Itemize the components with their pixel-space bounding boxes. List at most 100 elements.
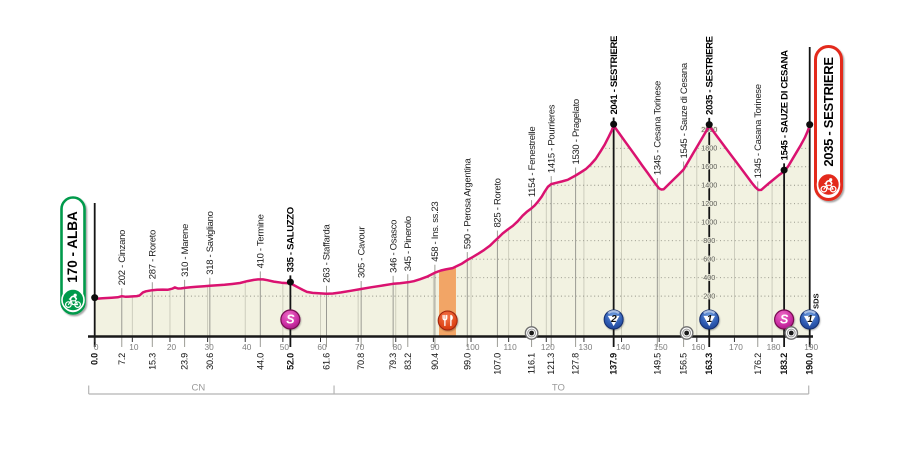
start-cyclist-badge [61,288,85,312]
elevation-axis-layer: 200 400 600 800 1000 1200 1400 1600 1800 2000 [700,124,718,301]
fork-icon [442,314,448,327]
elevation-tick-label: 1200 [701,199,717,208]
elevation-tick-label: 600 [703,255,715,264]
town-label-Perosa Argentina: 590 - Perosa Argentina [462,157,473,249]
gpm-icon: 1 [799,309,820,330]
sprint-letter: S [780,313,789,327]
gpm-gloss [703,309,716,315]
x-axis-tick-label: 110 [504,342,518,352]
x-axis-tick-label: 70 [355,342,365,352]
town-label-Marene: 310 - Marene [180,224,191,277]
town-label-SESTRIERE: 2035 - SESTRIERE [704,36,715,115]
province-label: CN [192,383,206,394]
x-axis-tick-label: 30 [204,342,214,352]
town-label-SALUZZO: 335 - SALUZZO [286,207,297,272]
km-label: 107.0 [492,353,502,375]
x-axis-tick-label: 160 [691,342,705,352]
knife-icon [450,314,453,327]
km-label: 52.0 [285,353,295,370]
gpm-category: 1 [807,314,813,325]
x-axis-tick-label: 170 [729,342,743,352]
x-axis-tick-label: 150 [654,342,668,352]
area-fill-layer [94,125,810,337]
elevation-tick-label: 1600 [701,162,717,171]
gpm-triangle [607,315,620,327]
town-label-Ins. ss.23: 458 - Ins. ss.23 [430,202,441,262]
km-label: 7.2 [117,353,127,365]
x-axis-tick-label: 180 [767,342,781,352]
gpm-icon: 2 [603,309,624,330]
sprint-icon: S [280,309,301,330]
town-label-Fenestrelle: 1154 - Fenestrelle [527,127,538,197]
km-label: 190.0 [805,353,815,375]
town-label-Pragelato: 1530 - Pragelato [571,99,582,164]
x-axis-tick-label: 190 [804,342,818,352]
km-label: 23.9 [180,353,190,370]
km-label: 183.2 [779,353,789,375]
elevation-tick-label: 800 [703,236,715,245]
x-axis-tick-label: 0 [94,342,99,352]
summit-dot [610,120,618,128]
km-label: 149.5 [652,353,662,375]
gpm-category: 2 [610,314,617,325]
km-label: 137.9 [609,353,619,375]
sprint-letter: S [286,313,295,327]
town-label-Roreto: 287 - Roreto [147,230,158,279]
x-axis-tick-label: 50 [280,342,290,352]
town-label-Roreto: 825 - Roreto [493,178,504,227]
town-label-Sauze di Cesana: 1545 - Sauze di Cesana [679,62,690,158]
start-label: 170 - ALBA [65,211,80,283]
town-label-Cinzano: 202 - Cinzano [117,230,128,285]
town-label-Osasco: 346 - Osasco [388,220,399,273]
elevation-tick-label: 1400 [701,181,717,190]
icons-layer: S 2 1 S 1 [280,309,820,340]
gpm-triangle [803,315,816,327]
km-label: 156.5 [679,353,689,375]
town-labels-layer: 202 - Cinzano 287 - Roreto 310 - Marene 318… [117,36,790,285]
town-label-SESTRIERE: 2041 - SESTRIERE [609,36,620,115]
km-label: 176.2 [753,353,763,375]
town-label-SAUZE DI CESANA: 1545 - SAUZE DI CESANA [779,50,790,161]
x-axis-tick-label: 10 [129,342,139,352]
feed-circle [437,310,458,331]
km-label: 70.8 [356,353,366,370]
gpm-icon: 1 [699,309,720,330]
x-axis-tick-label: 80 [393,342,403,352]
x-axis-tick-label: 120 [541,342,555,352]
start-label-pill: 170 - ALBA [60,196,86,315]
summit-dot [91,294,99,302]
finish-label: 2035 - SESTRIERE [821,57,836,167]
km-label: 127.8 [571,353,581,375]
elevation-tick-label: 200 [703,292,715,301]
km-label: 83.2 [403,353,413,370]
km-label: 44.0 [255,353,265,370]
x-axis-tick-label: 140 [616,342,630,352]
gpm-gloss [607,309,620,315]
x-axis-tick-label: 90 [430,342,440,352]
summit-dot [705,121,713,129]
x-axis-tick-label: 60 [317,342,327,352]
summit-dot [806,121,814,129]
town-label-Cesana Torinese: 1345 - Cesana Torinese [652,81,663,175]
town-label-Termine: 410 - Termine [255,214,266,268]
feed-zone-band [439,125,456,337]
x-axis-tick-label: 20 [167,342,177,352]
km-label: 116.1 [527,353,537,374]
x-axis-tick-label: 100 [466,342,480,352]
elevation-tick-label: 1000 [701,218,717,227]
gpm-gloss [803,309,816,315]
finish-cyclist-badge [816,172,841,197]
elevation-tick-label: 1800 [701,144,717,153]
profile-area-fill [94,125,810,337]
elevation-tick-label: 400 [703,273,715,282]
town-label-Pourrieres: 1415 - Pourrieres [546,104,557,173]
summit-dot [780,166,788,174]
km-label: 163.3 [704,353,714,375]
town-label-Cavour: 305 - Cavour [356,227,367,278]
tunnel-core [529,330,535,336]
tunnel-icon [784,326,799,340]
finish-note: SDS [812,293,821,309]
town-label-Pinerolo: 345 - Pinerolo [403,216,414,271]
